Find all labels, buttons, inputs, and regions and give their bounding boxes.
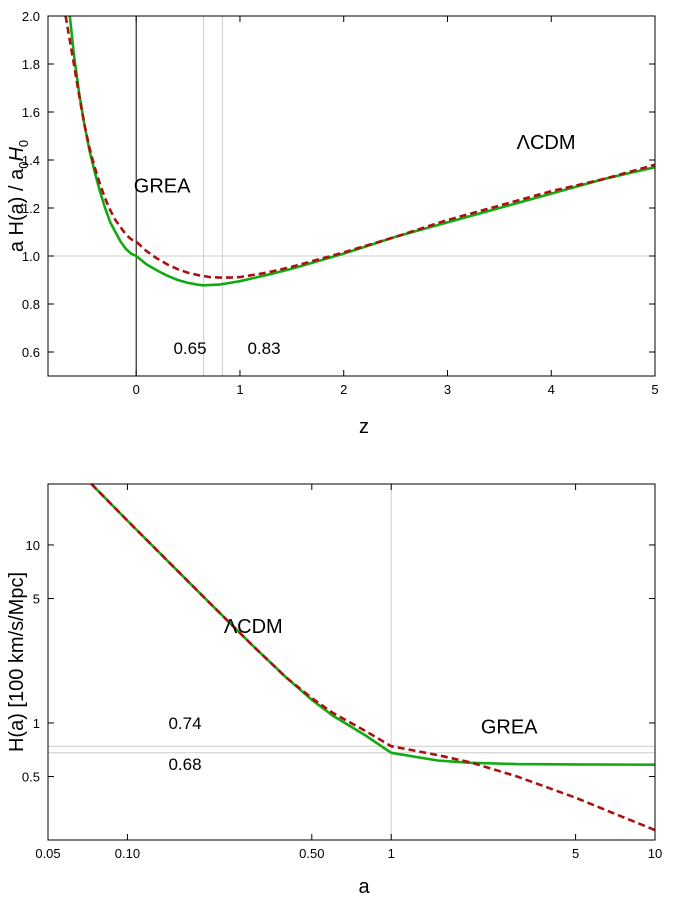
plot-frame bbox=[47, 15, 656, 377]
reference-lines bbox=[48, 16, 655, 376]
x-tick-label: 5 bbox=[572, 846, 579, 861]
series-label-lcdm: ΛCDM bbox=[224, 616, 283, 638]
series-layer bbox=[64, 15, 656, 287]
y-tick-label: 0.5 bbox=[22, 770, 40, 785]
y-tick-label: 0.8 bbox=[22, 297, 40, 312]
x-axis-label: a bbox=[358, 876, 370, 898]
x-tick-label: 2 bbox=[340, 382, 347, 397]
series-line-grea bbox=[64, 15, 656, 279]
y-axis-label-sub2: 0 bbox=[16, 140, 31, 147]
y-axis-label: a H(a) / a0H0 bbox=[6, 140, 31, 252]
ticks: 0 1 2 3 4 5 0.6 0.8 1.0 1.2 1.4 1.6 1.8 2.0 bbox=[22, 9, 659, 397]
top-panel: 0 1 2 3 4 5 0.6 0.8 1.0 1.2 1.4 1.6 1.8 2.0 ΛCDM GREA… bbox=[6, 9, 659, 438]
reference-lines bbox=[48, 484, 655, 840]
x-tick-label: 0.05 bbox=[35, 846, 60, 861]
x-tick-label: 0.10 bbox=[115, 846, 140, 861]
series-label-lcdm: ΛCDM bbox=[517, 132, 576, 154]
annotation-0-83: 0.83 bbox=[247, 339, 280, 358]
y-tick-label: 1.0 bbox=[22, 249, 40, 264]
y-tick-label: 1.2 bbox=[22, 201, 40, 216]
series-label-grea: GREA bbox=[481, 717, 538, 739]
y-tick-label: 1.8 bbox=[22, 57, 40, 72]
y-tick-label: 10 bbox=[26, 538, 40, 553]
x-tick-label: 4 bbox=[548, 382, 555, 397]
y-tick-label: 1.4 bbox=[22, 153, 40, 168]
x-tick-label: 10 bbox=[648, 846, 662, 861]
y-tick-label: 1 bbox=[33, 716, 40, 731]
annotation-0-65: 0.65 bbox=[173, 339, 206, 358]
plot-frame bbox=[47, 483, 656, 841]
x-axis-label: z bbox=[359, 416, 369, 438]
series-layer bbox=[90, 483, 656, 832]
y-tick-label: 2.0 bbox=[22, 9, 40, 24]
y-axis-label: H(a) [100 km/s/Mpc] bbox=[6, 572, 28, 752]
y-axis-label-h: H bbox=[6, 147, 28, 162]
y-axis-label-main: a H(a) / a bbox=[6, 168, 28, 252]
x-tick-label: 0.50 bbox=[299, 846, 324, 861]
x-tick-label: 5 bbox=[651, 382, 658, 397]
x-tick-label: 3 bbox=[444, 382, 451, 397]
y-tick-label: 1.6 bbox=[22, 105, 40, 120]
annotation-0-74: 0.74 bbox=[168, 714, 201, 733]
ticks: 0.05 0.10 0.50 1 5 10 0.5 1 5 10 bbox=[22, 484, 662, 861]
x-tick-label: 1 bbox=[388, 846, 395, 861]
series-line-grea bbox=[90, 483, 656, 832]
y-tick-label: 0.6 bbox=[22, 345, 40, 360]
bottom-panel: 0.05 0.10 0.50 1 5 10 0.5 1 5 10 ΛCDM GREA 0.74 0… bbox=[6, 483, 662, 898]
x-tick-label: 1 bbox=[236, 382, 243, 397]
series-label-grea: GREA bbox=[134, 175, 191, 197]
y-axis-label-sub1: 0 bbox=[16, 162, 31, 169]
x-tick-label: 0 bbox=[133, 382, 140, 397]
annotation-0-68: 0.68 bbox=[168, 755, 201, 774]
y-tick-label: 5 bbox=[33, 592, 40, 607]
